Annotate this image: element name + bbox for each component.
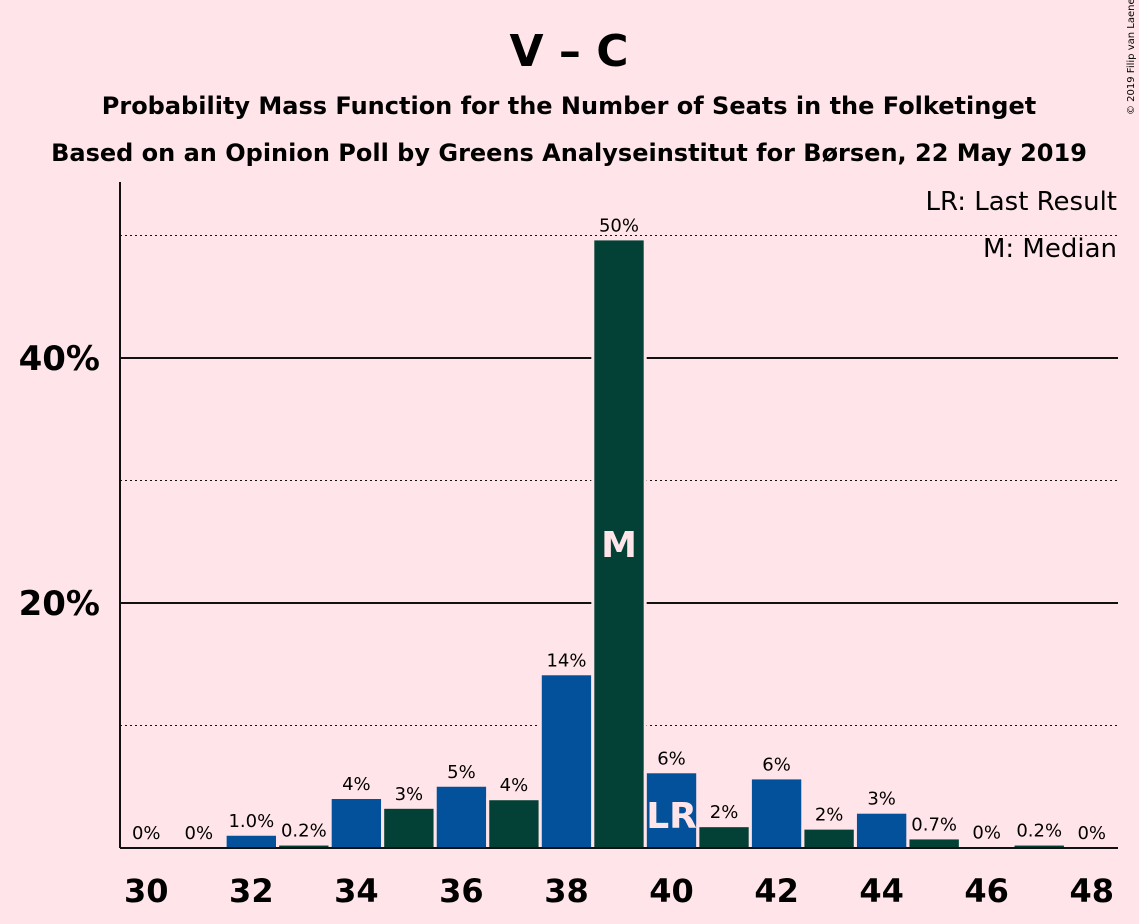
bar-36	[436, 786, 487, 848]
bar-41	[699, 827, 749, 848]
bar-label-44: 3%	[867, 789, 896, 810]
bar-40	[646, 773, 697, 848]
bar-label-30: 0%	[132, 823, 161, 844]
x-tick-label-44: 44	[859, 872, 904, 910]
x-tick-label-38: 38	[544, 872, 589, 910]
bar-label-46: 0%	[972, 822, 1001, 843]
bar-label-45: 0.7%	[911, 814, 957, 835]
bar-39	[594, 240, 644, 848]
y-tick-label-20: 20%	[19, 584, 100, 624]
bar-halo-33	[276, 842, 332, 848]
bar-34	[331, 799, 382, 848]
y-tick-label-40: 40%	[19, 339, 100, 379]
bar-45	[909, 839, 959, 848]
x-tick-label-34: 34	[334, 872, 379, 910]
last-result-marker: LR	[646, 796, 697, 837]
x-tick-label-46: 46	[964, 872, 1009, 910]
bar-44	[856, 813, 907, 848]
bar-label-39: 50%	[599, 215, 639, 236]
bar-halo-47	[1011, 842, 1067, 848]
y-tick-labels: 20% 40%	[19, 339, 100, 624]
x-tick-label-42: 42	[754, 872, 799, 910]
bar-33	[279, 845, 329, 848]
bar-38	[541, 675, 592, 848]
bar-label-47: 0.2%	[1016, 821, 1062, 842]
bar-42	[751, 779, 802, 848]
bar-43	[804, 829, 854, 848]
legend-last-result: LR: Last Result	[925, 187, 1117, 217]
bar-32	[226, 835, 277, 848]
bar-label-34: 4%	[342, 774, 371, 795]
bar-label-40: 6%	[657, 748, 686, 769]
bar-label-48: 0%	[1077, 823, 1106, 844]
legend-median: M: Median	[983, 234, 1117, 264]
bar-35	[384, 808, 434, 848]
chart-title: V – C	[510, 26, 629, 77]
copyright-text: © 2019 Filip van Laenen	[1126, 0, 1137, 115]
x-tick-label-36: 36	[439, 872, 484, 910]
bar-label-31: 0%	[185, 823, 214, 844]
bar-label-37: 4%	[500, 775, 529, 796]
median-marker: M	[601, 525, 637, 566]
x-tick-labels: 30 32 34 36 38 40 42 44 46 48	[124, 872, 1114, 910]
bar-label-35: 3%	[395, 784, 424, 805]
bars: 0% 0% 1.0% 0.2% 4% 3% 5% 4% 14% 50% M 6% LR 2% 6% 2% 3% 0…	[132, 215, 1106, 848]
bar-label-33: 0.2%	[281, 821, 327, 842]
bar-halo-46	[958, 844, 1015, 848]
x-tick-label-32: 32	[229, 872, 274, 910]
bar-label-41: 2%	[710, 802, 739, 823]
chart-subtitle-2: Based on an Opinion Poll by Greens Analy…	[51, 139, 1087, 167]
bar-label-42: 6%	[762, 754, 791, 775]
x-tick-label-40: 40	[649, 872, 694, 910]
x-tick-label-30: 30	[124, 872, 169, 910]
bar-47	[1014, 845, 1064, 848]
bar-label-38: 14%	[546, 650, 586, 671]
bar-label-32: 1.0%	[228, 811, 274, 832]
bar-label-43: 2%	[815, 805, 844, 826]
bar-37	[489, 800, 539, 848]
x-tick-label-48: 48	[1069, 872, 1114, 910]
bar-label-36: 5%	[447, 762, 476, 783]
chart-subtitle-1: Probability Mass Function for the Number…	[102, 92, 1036, 120]
